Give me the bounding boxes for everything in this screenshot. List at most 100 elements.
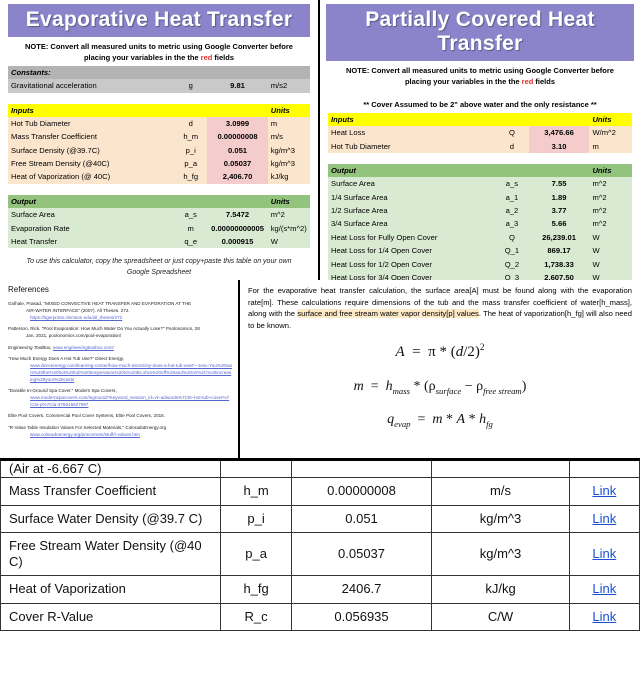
reference-item: Golhale, Prasad, "MIXED CONVECTIVE HEAT … bbox=[8, 300, 232, 321]
output-value: 5.66 bbox=[528, 217, 590, 231]
variable-link[interactable]: Link bbox=[592, 608, 617, 624]
references-heading: References bbox=[8, 285, 49, 294]
output-value: 7.55 bbox=[528, 177, 590, 191]
equation-area: A = π * (d/2)2 bbox=[395, 343, 485, 361]
variable-link-cell[interactable]: Link bbox=[568, 504, 640, 533]
input-label: Free Stream Density (@40C) bbox=[8, 157, 175, 171]
output-label: Heat Loss for 3/4 Open Cover bbox=[328, 271, 496, 280]
table-row: Heat of Vaporization (@ 40C) h_fg 2,406.… bbox=[8, 170, 310, 184]
output-unit: W bbox=[589, 244, 632, 258]
output-units-header: Units bbox=[267, 194, 310, 209]
input-label: Surface Density (@39.7C) bbox=[8, 143, 175, 158]
table-row: Heat of Vaporization h_fg 2406.7 kJ/kg L… bbox=[0, 575, 640, 604]
table-row: 1/4 Surface Area a_1 1.89 m^2 bbox=[328, 190, 632, 205]
references-panel: References Golhale, Prasad, "MIXED CONVE… bbox=[0, 280, 238, 458]
input-unit: m bbox=[267, 116, 310, 131]
reference-text: "Durable In-Ground Spa Cover." Modern Sp… bbox=[8, 388, 117, 394]
right-panel-note: NOTE: Convert all measured units to metr… bbox=[320, 61, 640, 90]
right-panel-title: Partially Covered Heat Transfer bbox=[326, 4, 634, 61]
output-label: 1/2 Surface Area bbox=[328, 204, 496, 218]
description-part-a: For the evaporative heat transfer calcul… bbox=[248, 286, 632, 319]
right-inputs-table: Inputs Units Heat Loss Q 3,476.66 W/m^2 … bbox=[328, 112, 632, 153]
output-symbol: m bbox=[174, 221, 208, 236]
input-value[interactable]: 3.0999 bbox=[207, 116, 268, 131]
input-symbol: p_i bbox=[174, 143, 208, 158]
variable-name: Free Stream Water Density (@40 C) bbox=[0, 531, 222, 577]
constants-header: Constants: bbox=[8, 65, 175, 80]
right-note-prefix: NOTE: Convert all measured units to metr… bbox=[346, 66, 614, 86]
output-label: Evaporation Rate bbox=[8, 221, 175, 236]
variable-link-cell[interactable]: Link bbox=[568, 477, 640, 506]
output-value: 2,607.50 bbox=[528, 271, 590, 280]
variable-link-cell[interactable]: Link bbox=[568, 531, 640, 577]
reference-text: Golhale, Prasad, "MIXED CONVECTIVE HEAT … bbox=[8, 301, 192, 306]
variable-name: Surface Water Density (@39.7 C) bbox=[0, 504, 222, 533]
variable-unit: C/W bbox=[431, 602, 570, 631]
reference-text: "R-Value Table Insulation Values For Sel… bbox=[8, 424, 167, 430]
input-value[interactable]: 2,406.70 bbox=[207, 170, 268, 184]
reference-link[interactable]: www.engineeringtoolbox.com/ bbox=[52, 344, 114, 350]
constant-value[interactable]: 9.81 bbox=[207, 79, 268, 93]
left-panel-footnote: To use this calculator, copy the spreads… bbox=[26, 258, 292, 276]
reference-link[interactable]: www.modernspacovers.com/inground/?keywor… bbox=[30, 395, 230, 408]
table-row: Surface Density (@39.7C) p_i 0.051 kg/m^… bbox=[8, 143, 310, 158]
output-header-row: Output Units bbox=[328, 163, 632, 178]
description-part-b: . The heat of vaporization[h_fg] will al… bbox=[248, 309, 632, 330]
variable-link[interactable]: Link bbox=[592, 581, 617, 597]
input-value[interactable]: 3.10 bbox=[528, 139, 590, 153]
variable-link[interactable]: Link bbox=[592, 510, 617, 526]
output-unit: m^2 bbox=[589, 177, 632, 191]
reference-item: Patterson, Rick. "Pool Evaporation: How … bbox=[8, 325, 232, 339]
table-row: Heat Loss for Fully Open Cover Q 26,239.… bbox=[328, 230, 632, 245]
variables-reference-table: (Air at -6.667 C) Mass Transfer Coeffici… bbox=[0, 458, 640, 681]
output-label: Heat Loss for Fully Open Cover bbox=[328, 230, 496, 245]
equation-mass-flux: m = hmass * (ρsurface − ρfree stream) bbox=[353, 379, 527, 396]
constants-header-row: Constants: bbox=[8, 65, 310, 80]
output-label: Heat Loss for 1/2 Open Cover bbox=[328, 257, 496, 272]
input-value[interactable]: 0.05037 bbox=[207, 157, 268, 171]
reference-link[interactable]: www.directenergy.com/learning-center/how… bbox=[30, 362, 232, 382]
input-value[interactable]: 3,476.66 bbox=[528, 126, 590, 140]
input-symbol: p_a bbox=[174, 157, 208, 171]
table-row-partial: (Air at -6.667 C) bbox=[0, 461, 640, 479]
references-and-equations-band: References Golhale, Prasad, "MIXED CONVE… bbox=[0, 280, 640, 458]
input-symbol: h_m bbox=[174, 130, 208, 144]
variable-link[interactable]: Link bbox=[592, 483, 617, 499]
variable-link-cell[interactable]: Link bbox=[568, 602, 640, 631]
reference-text: "How Much Energy Does A Hot Tub Use?" Di… bbox=[8, 355, 125, 361]
equations-description: For the evaporative heat transfer calcul… bbox=[248, 285, 632, 331]
equations-panel: For the evaporative heat transfer calcul… bbox=[240, 280, 640, 458]
variable-link-cell[interactable]: Link bbox=[568, 575, 640, 604]
input-value[interactable]: 0.00000008 bbox=[207, 130, 268, 144]
table-row: Gravitational acceleration g 9.81 m/s2 bbox=[8, 79, 310, 93]
reference-link[interactable]: www.coloradoenergy.org/procorners/stuff/… bbox=[30, 431, 140, 437]
input-unit: kJ/kg bbox=[267, 170, 310, 184]
input-symbol: d bbox=[495, 139, 529, 153]
output-symbol: q_e bbox=[174, 235, 208, 249]
output-unit: m^2 bbox=[589, 217, 632, 231]
output-symbol: a_1 bbox=[495, 190, 529, 205]
input-value[interactable]: 0.051 bbox=[207, 143, 268, 158]
variable-value: 0.056935 bbox=[290, 602, 433, 631]
input-label: Hot Tub Diameter bbox=[8, 116, 175, 131]
variable-symbol: p_a bbox=[220, 531, 292, 577]
variable-link[interactable]: Link bbox=[592, 545, 617, 561]
output-symbol: Q_3 bbox=[495, 271, 529, 280]
left-inputs-table: Inputs Units Hot Tub Diameter d 3.0999 m… bbox=[8, 92, 310, 184]
output-label: Heat Transfer bbox=[8, 235, 175, 249]
output-unit: W bbox=[589, 271, 632, 280]
variable-value: 2406.7 bbox=[290, 575, 433, 604]
input-unit: kg/m^3 bbox=[267, 143, 310, 158]
output-value: 0.000915 bbox=[207, 235, 268, 249]
variable-value: 0.00000008 bbox=[290, 477, 433, 506]
output-value: 869.17 bbox=[528, 244, 590, 258]
reference-link[interactable]: https://tigerprints.clemson.edu/all_thes… bbox=[30, 315, 123, 321]
variable-name: Mass Transfer Coefficient bbox=[0, 477, 222, 506]
reference-item: Engineering ToolBox, www.engineeringtool… bbox=[8, 344, 232, 351]
variable-unit: kJ/kg bbox=[431, 575, 570, 604]
evaporative-heat-transfer-panel: Evaporative Heat Transfer NOTE: Convert … bbox=[0, 0, 318, 280]
reference-item: "Durable In-Ground Spa Cover." Modern Sp… bbox=[8, 387, 232, 408]
output-label: 3/4 Surface Area bbox=[328, 217, 496, 231]
output-label: Heat Loss for 1/4 Open Cover bbox=[328, 244, 496, 258]
